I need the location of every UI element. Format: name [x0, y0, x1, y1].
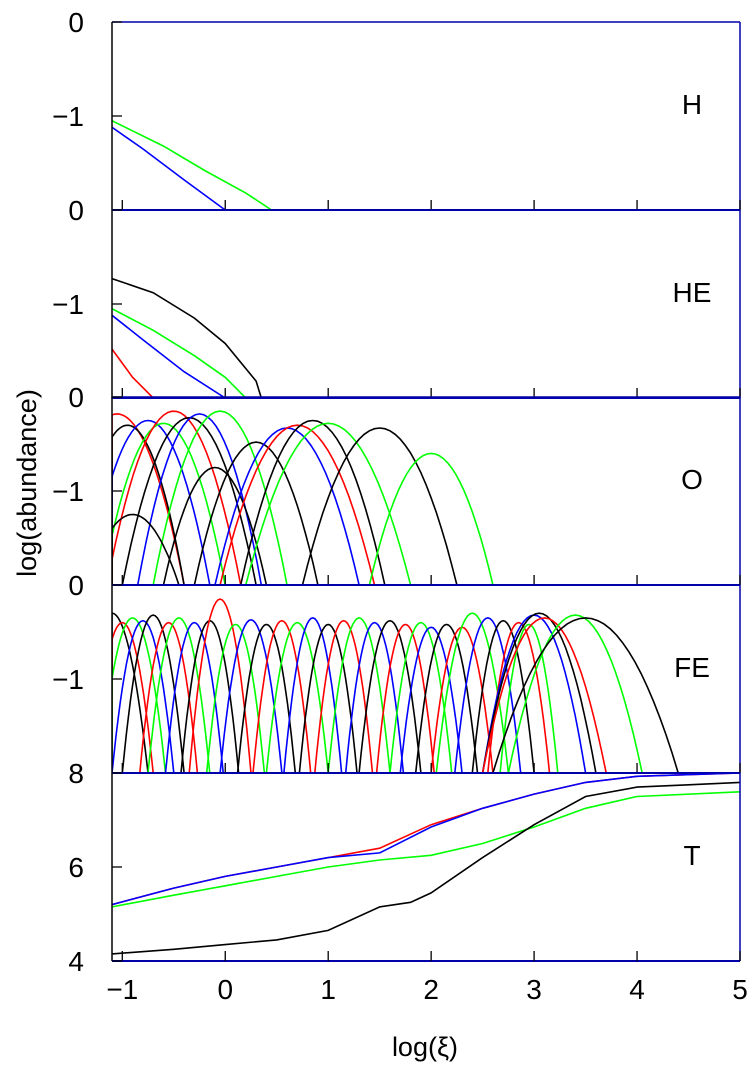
panel-label-fe: FE	[674, 652, 710, 683]
series-line-fe-11-blue	[168, 618, 334, 773]
series-line-fe-3-blue	[112, 619, 226, 773]
series-line-fe-34-green	[456, 614, 694, 773]
series-line-fe-19-blue	[294, 621, 455, 773]
panel-o: 0 −1 O	[52, 382, 741, 586]
series-line-fe-28-black	[420, 619, 586, 773]
y-tick-label-t-1: 6	[68, 852, 84, 883]
x-tick-label-0: −1	[106, 974, 138, 1005]
panel-h: 0 −1 H	[52, 7, 741, 211]
series-line-o-14-green	[194, 422, 462, 585]
series-line-fe-15-blue	[232, 617, 394, 773]
series-line-fe-33-red	[431, 617, 658, 773]
x-tick-label-2: 1	[320, 974, 336, 1005]
y-tick-label-h-1: −1	[52, 101, 84, 132]
series-line-he-0-black	[112, 277, 740, 398]
y-tick-label-fe-1: −1	[52, 664, 84, 695]
series-line-o-16-green	[317, 452, 545, 585]
series-line-o-7-green	[112, 410, 339, 585]
series-line-fe-32-black	[431, 612, 648, 773]
series-line-h-1-blue	[112, 126, 740, 210]
panel-he: 0 −1 HE	[52, 195, 741, 399]
panel-plot-fe	[112, 598, 730, 773]
series-line-o-4-red	[112, 410, 293, 585]
series-line-t-0-red	[112, 773, 740, 906]
series-line-fe-14-green	[215, 621, 380, 773]
x-axis: −1 0 1 2 3 4 5	[106, 974, 747, 1005]
series-line-o-6-blue	[112, 413, 313, 585]
series-line-t-2-green	[112, 791, 740, 908]
y-tick-label-fe-0: 0	[68, 570, 84, 601]
series-line-fe-35-black	[441, 617, 730, 773]
series-line-o-15-black	[251, 427, 509, 585]
series-line-he-2-blue	[112, 314, 740, 398]
series-line-fe-17-red	[263, 619, 424, 773]
y-tick-label-h-0: 0	[68, 7, 84, 38]
x-tick-label-3: 2	[423, 974, 439, 1005]
series-line-fe-18-green	[276, 617, 442, 773]
series-line-fe-24-black	[364, 623, 529, 773]
panel-label-t: T	[683, 840, 700, 871]
panel-t: 8 6 4 T	[68, 758, 741, 977]
series-line-fe-10-green	[155, 623, 316, 773]
series-line-o-2-blue	[112, 419, 262, 585]
series-line-t-3-black	[112, 781, 740, 955]
series-line-fe-13-red	[201, 619, 363, 773]
x-tick-label-6: 5	[732, 974, 748, 1005]
series-line-o-11-blue	[163, 427, 411, 585]
series-line-fe-31-blue	[431, 614, 637, 773]
x-tick-label-5: 4	[629, 974, 645, 1005]
panel-plot-h	[112, 119, 740, 210]
series-line-fe-12-black	[186, 623, 347, 773]
y-tick-label-he-1: −1	[52, 289, 84, 320]
series-line-fe-22-green	[338, 621, 504, 773]
panel-label-h: H	[682, 89, 702, 120]
series-line-fe-6-green	[112, 617, 262, 773]
series-line-o-3-green	[112, 422, 277, 585]
y-tick-label-o-0: 0	[68, 382, 84, 413]
series-line-fe-25-red	[379, 626, 545, 773]
series-line-fe-20-black	[307, 619, 473, 773]
series-line-o-0-red	[112, 413, 236, 585]
series-line-he-3-red	[112, 348, 740, 398]
series-line-t-1-blue	[112, 773, 740, 906]
series-line-fe-9-red	[137, 598, 303, 773]
x-tick-label-1: 0	[217, 974, 233, 1005]
series-line-fe-27-blue	[403, 617, 573, 773]
x-axis-title: log(ξ)	[392, 1032, 458, 1062]
series-line-o-13-black	[189, 419, 437, 585]
panel-label-he: HE	[673, 277, 712, 308]
series-line-fe-30-green	[448, 623, 610, 773]
series-line-he-1-green	[112, 307, 740, 398]
y-tick-label-t-0: 8	[68, 758, 84, 789]
panel-plot-o	[112, 410, 545, 585]
series-line-fe-21-red	[325, 623, 486, 773]
series-line-fe-0-black	[112, 612, 200, 773]
y-axis-title: log(abundance)	[12, 389, 42, 577]
series-line-h-0-green	[112, 119, 740, 210]
x-tick-label-4: 3	[526, 974, 542, 1005]
panels-layer: 0 −1 H 0 −1 HE 0 −1 O 0 −1 FE 8 6 4 T	[52, 7, 741, 977]
y-tick-label-o-1: −1	[52, 476, 84, 507]
y-tick-label-he-0: 0	[68, 195, 84, 226]
series-line-o-9-black	[112, 466, 318, 585]
series-line-o-10-black	[142, 441, 370, 585]
panel-plot-he	[112, 277, 740, 398]
panel-fe: 0 −1 FE	[52, 570, 741, 774]
series-line-fe-16-black	[247, 623, 409, 773]
series-line-o-12-red	[168, 424, 426, 585]
series-line-o-1-black	[112, 424, 236, 585]
series-line-fe-23-blue	[348, 626, 514, 773]
y-tick-label-t-2: 4	[68, 946, 84, 977]
panel-plot-t	[112, 773, 740, 955]
panel-label-o: O	[681, 464, 703, 495]
